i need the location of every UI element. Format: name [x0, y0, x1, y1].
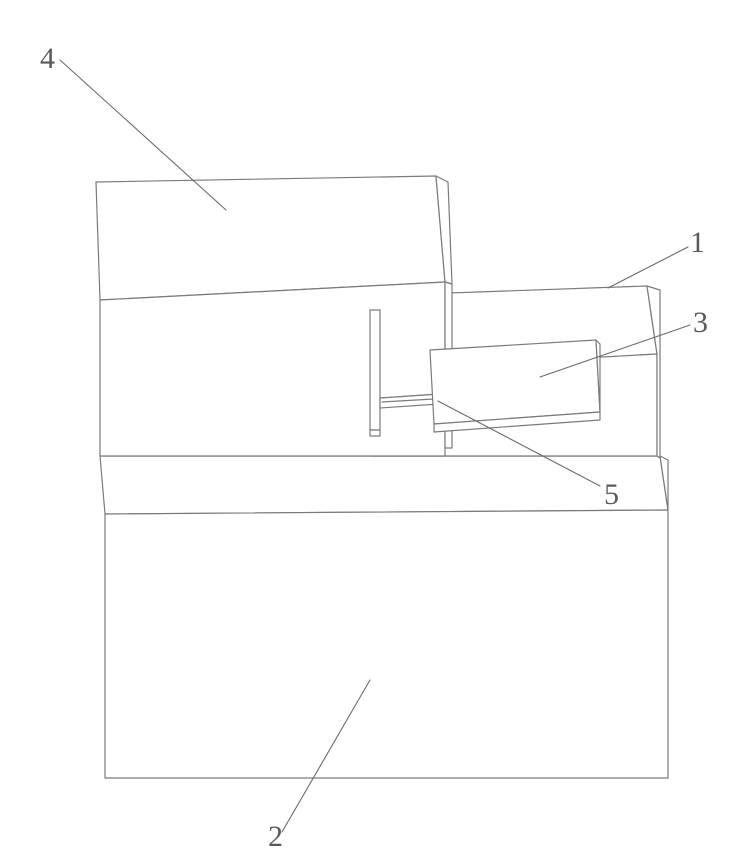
- shape-upper_box_top: [96, 176, 445, 300]
- shape-lower_table_top: [100, 456, 668, 514]
- callout-label-4: 4: [40, 42, 55, 76]
- callout-label-5: 5: [604, 478, 619, 512]
- callout-label-3: 3: [693, 306, 708, 340]
- leader-1: [608, 247, 688, 288]
- callout-label-2: 2: [268, 820, 283, 854]
- shape-slot_opening: [370, 310, 380, 430]
- shape-lower_table_front: [105, 510, 668, 778]
- technical-diagram: [0, 0, 733, 851]
- shape-slot_front_edge: [370, 430, 380, 436]
- callout-label-1: 1: [690, 226, 705, 260]
- shape-plate_top: [430, 340, 600, 424]
- shape-upper_box_front: [100, 282, 445, 456]
